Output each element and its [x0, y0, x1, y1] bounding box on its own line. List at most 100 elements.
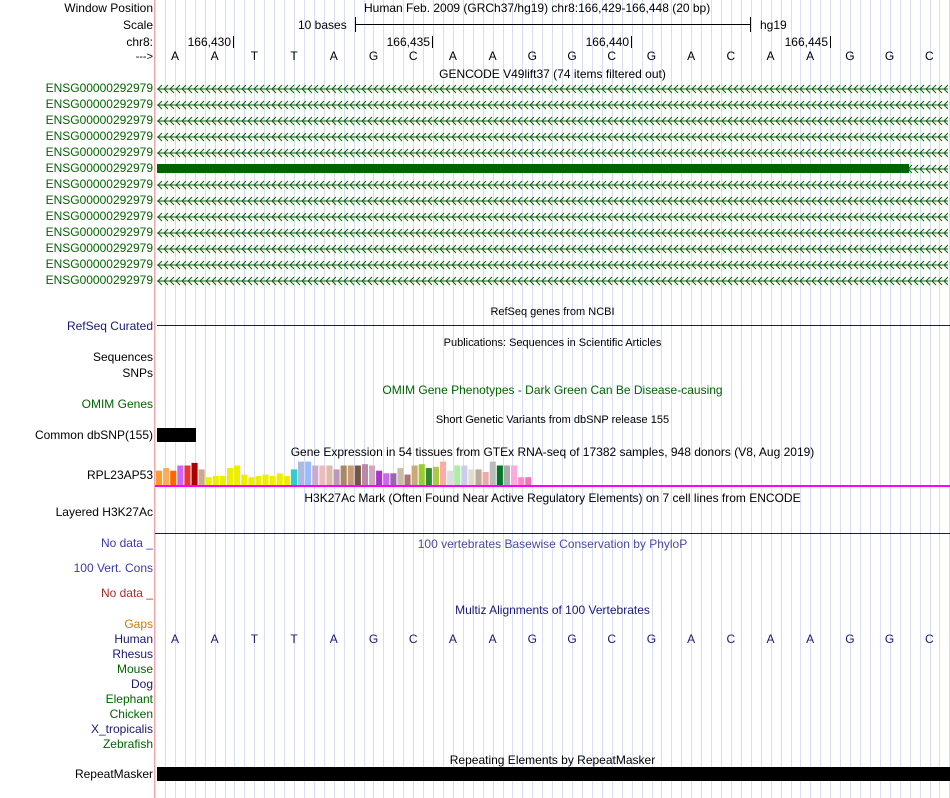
- gencode-item-label[interactable]: ENSG00000292979: [45, 145, 153, 159]
- gencode-item-label[interactable]: ENSG00000292979: [45, 241, 153, 255]
- gtex-tissue-bar[interactable]: [475, 469, 482, 485]
- gtex-tissue-bar[interactable]: [404, 474, 411, 485]
- gtex-tissue-bar[interactable]: [503, 465, 510, 486]
- species-label: Chicken: [109, 707, 153, 721]
- grid-line: [909, 0, 911, 798]
- gtex-bar-chart[interactable]: [155, 455, 950, 488]
- gtex-tissue-bar[interactable]: [177, 465, 184, 486]
- gencode-transcript[interactable]: [157, 211, 948, 223]
- gtex-tissue-bar[interactable]: [418, 464, 425, 485]
- refseq-gene-line[interactable]: [157, 325, 950, 326]
- gtex-tissue-bar[interactable]: [461, 465, 468, 486]
- gtex-tissue-bar[interactable]: [440, 461, 447, 485]
- gtex-tissue-bar[interactable]: [425, 468, 432, 485]
- gtex-tissue-bar[interactable]: [468, 469, 475, 485]
- gtex-tissue-bar[interactable]: [248, 477, 255, 485]
- gtex-tissue-bar[interactable]: [241, 474, 248, 485]
- species-label: Rhesus: [112, 647, 153, 661]
- gtex-tissue-bar[interactable]: [184, 465, 191, 486]
- gtex-tissue-bar[interactable]: [397, 468, 404, 485]
- gtex-tissue-bar[interactable]: [390, 473, 397, 485]
- gencode-item-label[interactable]: ENSG00000292979: [45, 193, 153, 207]
- gtex-tissue-bar[interactable]: [326, 465, 333, 486]
- gencode-transcript[interactable]: [157, 99, 948, 111]
- gtex-tissue-bar[interactable]: [369, 465, 376, 486]
- gtex-tissue-bar[interactable]: [376, 470, 383, 485]
- gtex-label[interactable]: RPL23AP53: [86, 468, 153, 482]
- gtex-tissue-bar[interactable]: [283, 475, 290, 485]
- gtex-tissue-bar[interactable]: [262, 474, 269, 485]
- gtex-tissue-bar[interactable]: [489, 461, 496, 485]
- gtex-tissue-bar[interactable]: [361, 464, 368, 485]
- gtex-tissue-bar[interactable]: [347, 465, 354, 486]
- sequences-label[interactable]: Sequences: [92, 350, 153, 364]
- h3k27-label[interactable]: Layered H3K27Ac: [55, 505, 153, 519]
- snps-label[interactable]: SNPs: [122, 366, 153, 380]
- gtex-tissue-bar[interactable]: [205, 477, 212, 485]
- gtex-tissue-bar[interactable]: [518, 477, 525, 485]
- gencode-transcript[interactable]: [157, 179, 948, 191]
- gencode-item-label[interactable]: ENSG00000292979: [45, 257, 153, 271]
- grid-line: [820, 0, 822, 798]
- refseq-label[interactable]: RefSeq Curated: [66, 319, 153, 333]
- gtex-tissue-bar[interactable]: [276, 473, 283, 485]
- gtex-tissue-bar[interactable]: [354, 465, 361, 486]
- gtex-tissue-bar[interactable]: [298, 461, 305, 485]
- gtex-tissue-bar[interactable]: [312, 465, 319, 486]
- gtex-tissue-bar[interactable]: [333, 469, 340, 485]
- gtex-tissue-bar[interactable]: [227, 468, 234, 485]
- repeatmasker-track-label[interactable]: RepeatMasker: [74, 767, 153, 781]
- gtex-tissue-bar[interactable]: [432, 466, 439, 485]
- repeatmasker-element[interactable]: [157, 767, 950, 781]
- gtex-tissue-bar[interactable]: [255, 475, 262, 485]
- vert-cons-label[interactable]: 100 Vert. Cons: [73, 561, 153, 575]
- gtex-tissue-bar[interactable]: [319, 465, 326, 486]
- omim-label[interactable]: OMIM Genes: [81, 397, 153, 411]
- gtex-tissue-bar[interactable]: [191, 462, 198, 485]
- gtex-tissue-bar[interactable]: [212, 475, 219, 485]
- gtex-tissue-bar[interactable]: [269, 475, 276, 485]
- track-image[interactable]: [155, 0, 950, 798]
- gtex-tissue-bar[interactable]: [290, 469, 297, 485]
- grid-line: [155, 0, 156, 798]
- gtex-tissue-bar[interactable]: [482, 472, 489, 485]
- dbsnp-variant[interactable]: [157, 428, 196, 442]
- gtex-tissue-bar[interactable]: [156, 470, 163, 485]
- gtex-tissue-bar[interactable]: [525, 477, 532, 485]
- gencode-transcript[interactable]: [157, 259, 948, 271]
- gtex-tissue-bar[interactable]: [305, 461, 312, 485]
- gencode-item-label[interactable]: ENSG00000292979: [45, 209, 153, 223]
- gencode-item-label[interactable]: ENSG00000292979: [45, 97, 153, 111]
- gencode-item-label[interactable]: ENSG00000292979: [45, 177, 153, 191]
- gencode-transcript[interactable]: [157, 195, 948, 207]
- gtex-tissue-bar[interactable]: [163, 468, 170, 485]
- gencode-item-label[interactable]: ENSG00000292979: [45, 225, 153, 239]
- gtex-tissue-bar[interactable]: [511, 465, 518, 486]
- gencode-item-label[interactable]: ENSG00000292979: [45, 161, 153, 175]
- gencode-transcript[interactable]: [157, 131, 948, 143]
- gtex-tissue-bar[interactable]: [198, 469, 205, 485]
- gencode-item-label[interactable]: ENSG00000292979: [45, 81, 153, 95]
- gencode-transcript[interactable]: [157, 115, 948, 127]
- gencode-transcript[interactable]: [157, 147, 948, 159]
- gtex-tissue-bar[interactable]: [383, 473, 390, 485]
- gencode-transcript[interactable]: [157, 83, 948, 95]
- gencode-item-label[interactable]: ENSG00000292979: [45, 113, 153, 127]
- gtex-tissue-bar[interactable]: [234, 465, 241, 486]
- gtex-tissue-bar[interactable]: [219, 475, 226, 485]
- base-letter: A: [488, 49, 497, 63]
- gencode-transcript[interactable]: [157, 243, 948, 255]
- gtex-tissue-bar[interactable]: [454, 465, 461, 486]
- gencode-exon-block[interactable]: [157, 164, 909, 173]
- dbsnp-label[interactable]: Common dbSNP(155): [34, 428, 153, 442]
- gencode-item-label[interactable]: ENSG00000292979: [45, 273, 153, 287]
- gencode-transcript[interactable]: [157, 275, 948, 287]
- scale-label: Scale: [122, 18, 153, 32]
- gtex-tissue-bar[interactable]: [411, 465, 418, 486]
- gtex-tissue-bar[interactable]: [170, 470, 177, 485]
- gtex-tissue-bar[interactable]: [340, 465, 347, 486]
- gencode-item-label[interactable]: ENSG00000292979: [45, 129, 153, 143]
- gencode-transcript[interactable]: [157, 227, 948, 239]
- gtex-tissue-bar[interactable]: [447, 470, 454, 485]
- gtex-tissue-bar[interactable]: [496, 465, 503, 486]
